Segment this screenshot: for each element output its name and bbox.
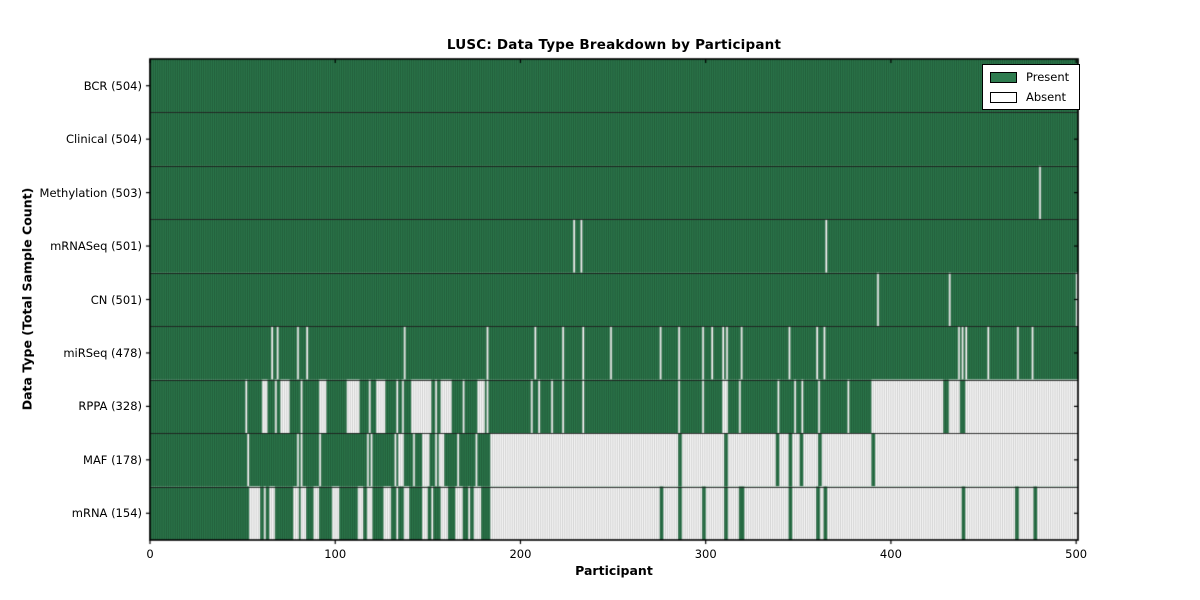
y-tick-label: RPPA (328): [78, 399, 142, 414]
y-tick-label: MAF (178): [83, 452, 142, 467]
x-tick-label: 200: [509, 547, 532, 561]
present-swatch-icon: [990, 71, 1017, 83]
x-tick-label: 500: [1065, 547, 1088, 561]
absent-swatch-icon: [990, 91, 1017, 103]
legend-item-absent: Absent: [990, 90, 1069, 104]
legend-label-absent: Absent: [1026, 90, 1067, 104]
y-tick-label: BCR (504): [83, 78, 142, 93]
y-tick-label: Clinical (504): [65, 132, 142, 147]
x-tick-label: 300: [694, 547, 717, 561]
y-tick-label: Methylation (503): [39, 185, 142, 200]
chart-title: LUSC: Data Type Breakdown by Participant: [446, 37, 782, 53]
legend-item-present: Present: [990, 70, 1069, 84]
y-tick-label: miRSeq (478): [63, 345, 142, 360]
legend: Present Absent: [982, 64, 1081, 110]
x-tick-label: 100: [324, 547, 347, 561]
x-axis-label: Participant: [575, 563, 653, 578]
x-tick-label: 0: [146, 547, 154, 561]
y-tick-label: CN (501): [90, 292, 142, 307]
y-tick-label: mRNA (154): [71, 506, 142, 521]
y-tick-label: mRNASeq (501): [50, 239, 142, 254]
legend-label-present: Present: [1026, 70, 1070, 84]
x-tick-label: 400: [879, 547, 902, 561]
